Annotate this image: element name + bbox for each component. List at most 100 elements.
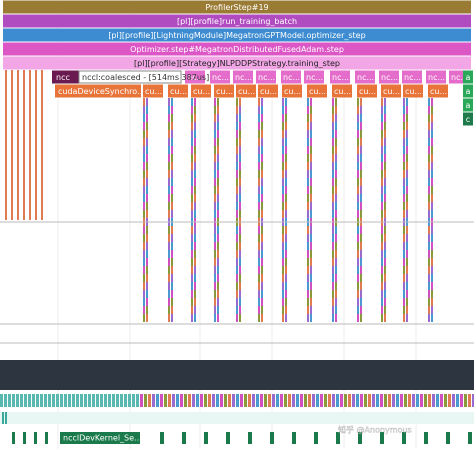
event-stripe xyxy=(217,154,219,162)
cuda-event[interactable] xyxy=(258,84,278,98)
event-stripe xyxy=(143,106,145,114)
cuda-event[interactable] xyxy=(143,84,163,98)
nccl-label: ncc xyxy=(56,73,70,82)
event-stripe xyxy=(282,282,284,290)
kernel-event xyxy=(23,432,26,444)
event-stripe xyxy=(384,210,386,218)
track-bar[interactable] xyxy=(3,42,471,56)
nccl-event[interactable] xyxy=(402,70,422,84)
timeline-stripe xyxy=(164,394,167,407)
event-stripe xyxy=(214,250,216,258)
event-stripe xyxy=(428,178,430,186)
event-stripe xyxy=(285,250,287,258)
cuda-event[interactable] xyxy=(55,84,141,98)
track-bar[interactable] xyxy=(3,56,471,70)
side-event[interactable] xyxy=(463,84,473,98)
event-stripe xyxy=(332,210,334,218)
timeline-stripe xyxy=(468,394,471,407)
event-stripe xyxy=(431,314,433,322)
event-stripe xyxy=(428,186,430,194)
event-stripe xyxy=(384,298,386,306)
nccl-event[interactable] xyxy=(330,70,350,84)
event-stripe xyxy=(403,98,405,106)
event-stripe xyxy=(381,266,383,274)
kernel-event xyxy=(358,432,362,444)
cuda-event[interactable] xyxy=(214,84,234,98)
track-bar[interactable] xyxy=(3,14,471,28)
event-stripe xyxy=(406,114,408,122)
event-stripe xyxy=(217,234,219,242)
timeline-stripe xyxy=(144,394,147,407)
event-stripe xyxy=(285,226,287,234)
cuda-event[interactable] xyxy=(403,84,423,98)
timeline-stripe xyxy=(292,394,295,407)
cuda-event[interactable] xyxy=(168,84,188,98)
event-stripe xyxy=(285,162,287,170)
event-stripe xyxy=(431,226,433,234)
side-event[interactable] xyxy=(463,112,473,126)
nccl-event[interactable] xyxy=(304,70,324,84)
event-stripe xyxy=(168,178,170,186)
event-stripe xyxy=(217,258,219,266)
event-stripe xyxy=(307,290,309,298)
event-stripe xyxy=(310,202,312,210)
event-stripe xyxy=(239,306,241,314)
event-stripe xyxy=(310,178,312,186)
kernel-event[interactable] xyxy=(60,432,140,444)
event-stripe xyxy=(403,298,405,306)
side-event[interactable] xyxy=(463,98,473,112)
event-stripe xyxy=(428,258,430,266)
nccl-event[interactable] xyxy=(355,70,375,84)
event-stripe xyxy=(239,146,241,154)
timeline-stripe xyxy=(128,394,131,407)
cuda-event[interactable] xyxy=(191,84,211,98)
event-stripe xyxy=(428,314,430,322)
cuda-event[interactable] xyxy=(428,84,448,98)
nccl-event[interactable] xyxy=(379,70,399,84)
event-stripe xyxy=(171,154,173,162)
event-stripe xyxy=(143,146,145,154)
nccl-event[interactable] xyxy=(210,70,230,84)
event-stripe xyxy=(357,138,359,146)
event-stripe xyxy=(214,186,216,194)
nccl-event[interactable] xyxy=(233,70,253,84)
nccl-event[interactable] xyxy=(256,70,276,84)
event-stripe xyxy=(310,242,312,250)
event-stripe xyxy=(236,138,238,146)
nccl-event[interactable] xyxy=(52,70,82,84)
cuda-event[interactable] xyxy=(307,84,327,98)
timeline-stripe xyxy=(244,394,247,407)
event-stripe xyxy=(384,258,386,266)
event-stripe xyxy=(335,146,337,154)
event-stripe xyxy=(360,242,362,250)
cuda-event[interactable] xyxy=(381,84,401,98)
track-bar[interactable] xyxy=(3,28,471,42)
event-stripe xyxy=(384,186,386,194)
event-stripe xyxy=(236,314,238,322)
event-stripe xyxy=(236,258,238,266)
event-stripe xyxy=(403,114,405,122)
event-stripe xyxy=(406,226,408,234)
nccl-event[interactable] xyxy=(185,70,205,84)
event-stripe xyxy=(428,298,430,306)
event-stripe xyxy=(360,250,362,258)
event-stripe xyxy=(360,178,362,186)
event-stripe xyxy=(258,138,260,146)
event-stripe xyxy=(11,70,13,220)
cuda-event[interactable] xyxy=(332,84,352,98)
kernel-event xyxy=(380,432,384,444)
nccl-event[interactable] xyxy=(426,70,446,84)
cuda-event[interactable] xyxy=(282,84,302,98)
event-stripe xyxy=(214,106,216,114)
event-stripe xyxy=(403,314,405,322)
timeline-stripe xyxy=(400,394,403,407)
event-stripe xyxy=(307,106,309,114)
cuda-event[interactable] xyxy=(236,84,256,98)
event-stripe xyxy=(214,290,216,298)
cuda-event[interactable] xyxy=(357,84,377,98)
track-bar[interactable] xyxy=(3,0,471,14)
timeline-stripe xyxy=(176,394,179,407)
nccl-event[interactable] xyxy=(281,70,301,84)
side-event[interactable] xyxy=(463,70,473,84)
cuda-label: cu... xyxy=(359,87,376,96)
